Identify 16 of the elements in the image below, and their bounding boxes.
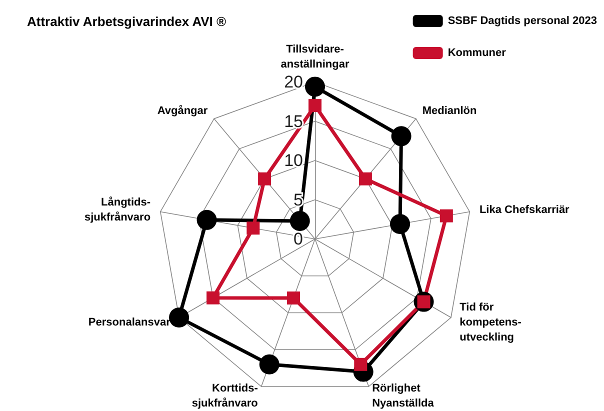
spoke-label: Tid för kompetens-utveckling bbox=[460, 302, 522, 344]
spoke-label: Personalansvar bbox=[88, 316, 172, 328]
spoke-label: Avgångar bbox=[157, 104, 208, 118]
chart-title: Attraktiv Arbetsgivarindex AVI ® bbox=[27, 14, 227, 29]
spoke-label: Medianlön bbox=[422, 105, 478, 118]
y-tick-label: 15 bbox=[284, 112, 303, 131]
y-tick-label: 20 bbox=[284, 72, 303, 92]
spoke-label: Rörlighet Nyanställda bbox=[372, 382, 435, 410]
y-tick-label: 0 bbox=[294, 230, 303, 248]
y-tick-label: 10 bbox=[284, 151, 303, 170]
legend-label: SSBF Dagtids personal 2023 bbox=[448, 15, 598, 27]
spoke-label: Långtids-sjukfrånvaro bbox=[84, 196, 151, 224]
spoke-label: Korttids-sjukfrånvaro bbox=[192, 382, 258, 410]
spoke-label: Tillsvidare-anställningar bbox=[280, 44, 350, 70]
spoke-label: Lika Chefskarriär bbox=[479, 204, 570, 216]
legend-label: Kommuner bbox=[448, 47, 507, 59]
